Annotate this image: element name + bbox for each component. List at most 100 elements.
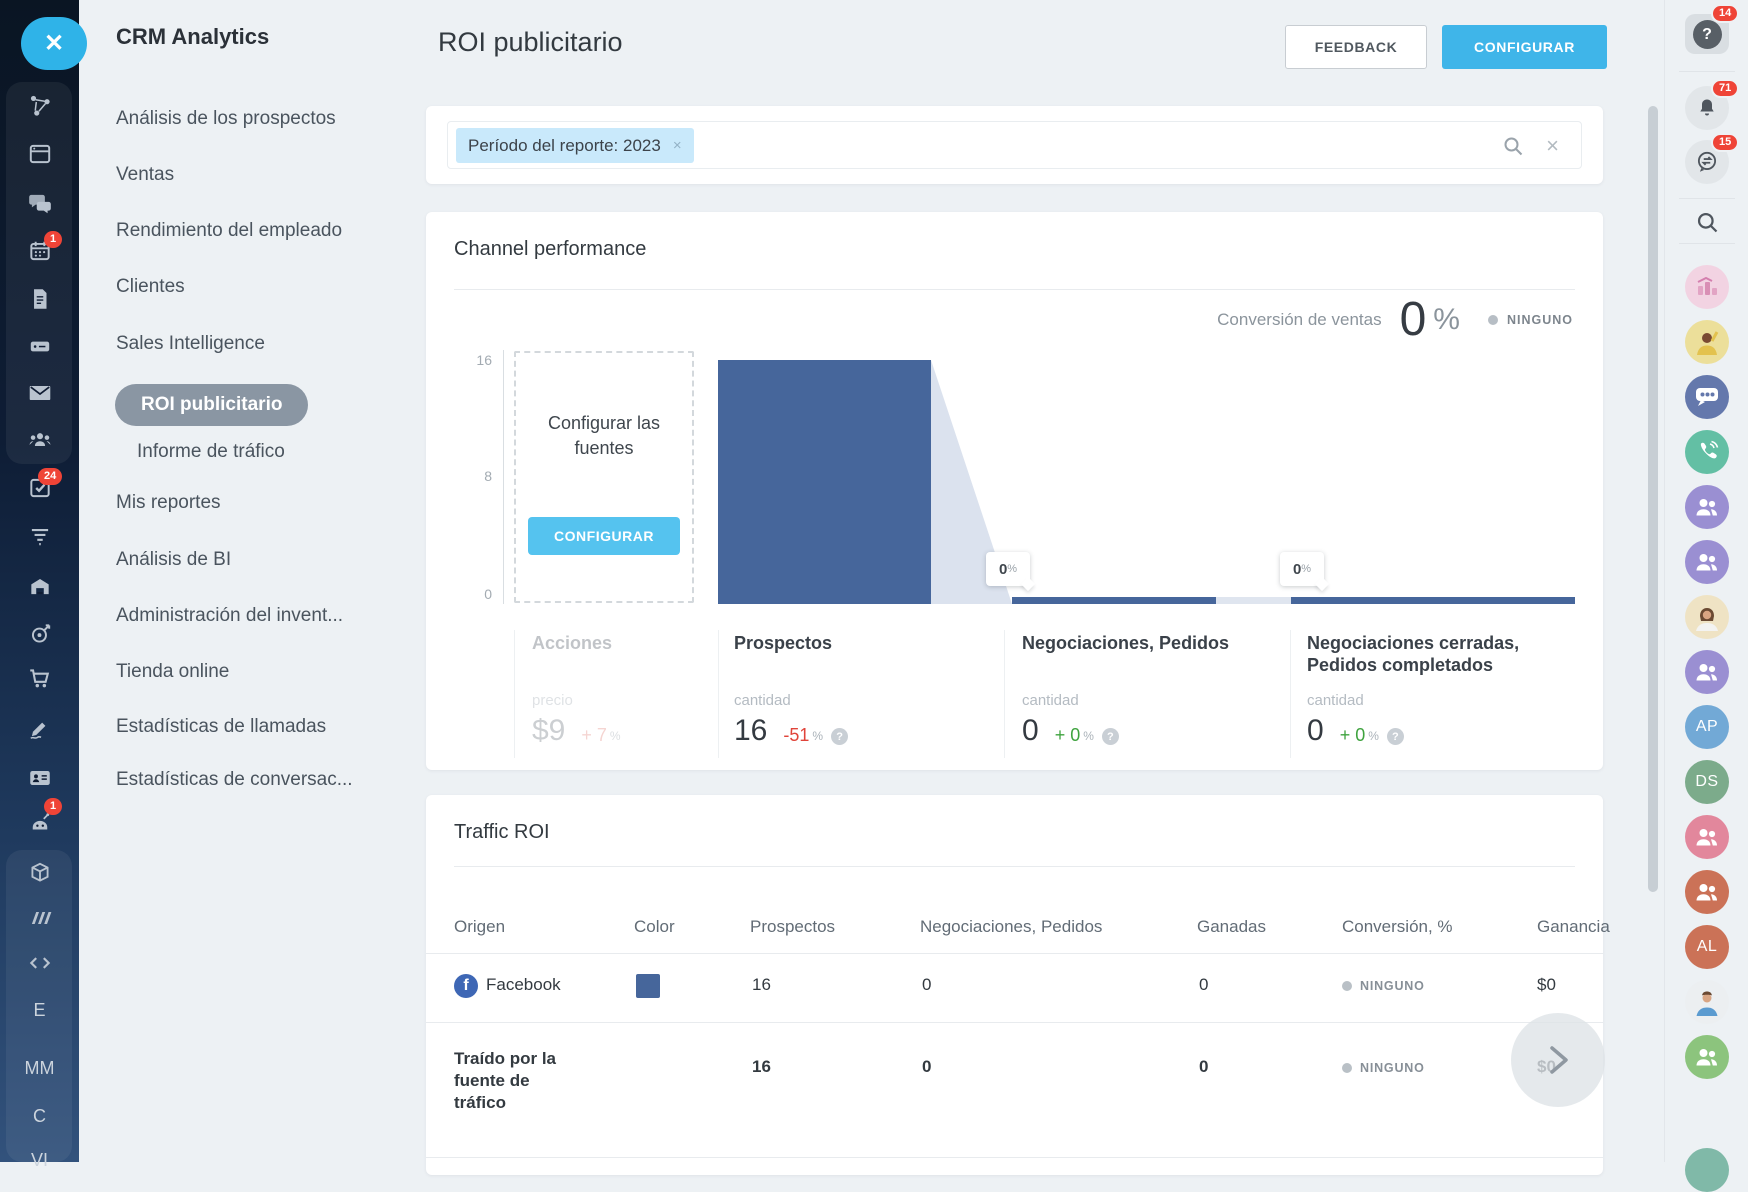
drive-icon[interactable] xyxy=(27,333,53,359)
stage-delta-unit: % xyxy=(609,729,621,743)
stage-delta-unit: % xyxy=(812,729,824,743)
network-icon[interactable] xyxy=(27,93,53,119)
funnel-bar-prospectos[interactable] xyxy=(718,360,931,604)
calendar-icon[interactable] xyxy=(27,238,53,264)
chats-icon[interactable] xyxy=(27,190,53,216)
cell-negociaciones: 0 xyxy=(922,1057,932,1076)
team-icon[interactable] xyxy=(27,427,53,453)
avatar-group-icon[interactable] xyxy=(1685,485,1729,529)
stage-title: Acciones xyxy=(532,633,613,653)
warehouse-icon[interactable] xyxy=(27,573,53,599)
bot-icon[interactable] xyxy=(27,810,53,836)
divider xyxy=(426,1157,1603,1158)
rail-shortcut-c[interactable]: C xyxy=(33,1106,46,1126)
configure-button[interactable]: CONFIGURAR xyxy=(1442,25,1607,69)
menu-item-analisis-prospectos[interactable]: Análisis de los prospectos xyxy=(116,108,336,129)
rail-group-bottom xyxy=(6,850,72,1162)
report-period-chip[interactable]: Período del reporte: 2023 × xyxy=(456,128,694,163)
menu-item-roi-publicitario-selected[interactable]: ROI publicitario xyxy=(115,384,309,426)
m-logo-icon[interactable] xyxy=(27,905,53,931)
stage-divider xyxy=(1290,630,1291,758)
col-origen: Origen xyxy=(454,917,506,936)
browser-window-icon[interactable] xyxy=(27,141,53,167)
feedback-button[interactable]: FEEDBACK xyxy=(1285,25,1427,69)
rail-group-top xyxy=(6,82,72,464)
document-icon[interactable] xyxy=(27,286,53,312)
stage-delta-unit: % xyxy=(1083,729,1094,743)
funnel-icon[interactable] xyxy=(27,523,53,549)
chip-remove-icon[interactable]: × xyxy=(672,137,682,154)
divider xyxy=(426,953,1603,954)
stage-delta: + 0 xyxy=(1339,725,1366,745)
avatar-photo-man[interactable] xyxy=(1685,320,1729,364)
conversion-label: Conversión de ventas xyxy=(1217,310,1382,329)
menu-item-rendimiento[interactable]: Rendimiento del empleado xyxy=(116,220,343,241)
setup-sources-configure-button[interactable]: CONFIGURAR xyxy=(528,517,680,555)
cell-conversion: NINGUNO xyxy=(1360,1061,1425,1075)
question-icon: ? xyxy=(1692,19,1722,49)
avatar-group-icon[interactable] xyxy=(1685,1035,1729,1079)
target-icon[interactable] xyxy=(27,621,53,647)
stage-value: $9 xyxy=(532,714,566,747)
avatar-partial[interactable] xyxy=(1685,1148,1729,1192)
help-tooltip-icon[interactable]: ? xyxy=(1101,728,1119,745)
y-axis-line xyxy=(503,350,504,604)
contact-card-icon[interactable] xyxy=(27,765,53,791)
funnel-bar-negociaciones[interactable] xyxy=(1012,597,1216,604)
code-icon[interactable] xyxy=(27,950,53,976)
traffic-card-title: Traffic ROI xyxy=(454,821,550,843)
setup-sources-text: Configurar las fuentes xyxy=(547,413,661,458)
menu-item-ventas[interactable]: Ventas xyxy=(116,164,175,185)
cart-icon[interactable] xyxy=(27,665,53,691)
avatar-initials-ap[interactable]: AP xyxy=(1685,705,1729,749)
avatar-group-icon[interactable] xyxy=(1685,815,1729,859)
avatar-initials-al[interactable]: AL xyxy=(1685,925,1729,969)
cell-source: Facebook xyxy=(486,975,561,994)
col-negociaciones: Negociaciones, Pedidos xyxy=(920,917,1103,936)
clear-filter-icon[interactable]: × xyxy=(1546,133,1559,158)
cube-icon[interactable] xyxy=(27,860,53,886)
menu-item-estadisticas-llamadas[interactable]: Estadísticas de llamadas xyxy=(116,716,327,737)
stage-delta: + 7 xyxy=(581,725,607,745)
menu-item-administracion-inventario[interactable]: Administración del invent... xyxy=(116,605,344,626)
avatar-photo-man-blue[interactable] xyxy=(1685,980,1729,1024)
menu-item-analisis-bi[interactable]: Análisis de BI xyxy=(116,549,232,570)
avatar-group-icon[interactable] xyxy=(1685,650,1729,694)
menu-item-mis-reportes[interactable]: Mis reportes xyxy=(116,492,221,513)
cell-source-total: Traído por la fuente de tráfico xyxy=(454,1049,557,1112)
search-icon[interactable] xyxy=(1501,134,1525,163)
mail-icon[interactable] xyxy=(27,380,53,406)
menu-item-informe-trafico[interactable]: Informe de tráfico xyxy=(137,441,285,462)
help-badge: 14 xyxy=(1711,4,1740,23)
menu-item-estadisticas-conversaciones[interactable]: Estadísticas de conversac... xyxy=(116,769,353,790)
divider xyxy=(454,866,1575,867)
avatar-phone-icon[interactable] xyxy=(1685,430,1729,474)
vertical-scrollbar[interactable] xyxy=(1648,106,1658,892)
tooltip-value: 0 xyxy=(998,560,1008,578)
cell-conversion: NINGUNO xyxy=(1360,979,1425,993)
traffic-roi-card: Traffic ROI Origen Color Prospectos Nego… xyxy=(426,795,1610,1175)
help-tooltip-icon[interactable]: ? xyxy=(1386,728,1404,745)
avatar-initials-ds[interactable]: DS xyxy=(1685,760,1729,804)
rail-shortcut-mm[interactable]: MM xyxy=(24,1058,55,1078)
avatar-group-icon[interactable] xyxy=(1685,540,1729,584)
rail-shortcut-vi[interactable]: VI xyxy=(30,1150,48,1170)
avatar-chat-group-icon[interactable] xyxy=(1685,375,1729,419)
funnel-bar-cerradas[interactable] xyxy=(1291,597,1575,604)
avatar-chart-illustration[interactable] xyxy=(1685,265,1729,309)
menu-item-tienda-online[interactable]: Tienda online xyxy=(116,661,230,682)
rail-shortcut-e[interactable]: E xyxy=(33,1000,46,1020)
menu-item-clientes[interactable]: Clientes xyxy=(116,276,185,297)
avatar-group-icon[interactable] xyxy=(1685,870,1729,914)
menu-item-sales-intelligence[interactable]: Sales Intelligence xyxy=(116,333,265,354)
esign-pen-icon[interactable] xyxy=(27,715,53,741)
avatar-photo-woman[interactable] xyxy=(1685,595,1729,639)
left-icon-rail: E MM C VI 1 24 1 xyxy=(0,0,79,1170)
stage-metric-label: precio xyxy=(532,692,573,709)
scroll-right-button[interactable] xyxy=(1511,1013,1605,1107)
help-tooltip-icon[interactable]: ? xyxy=(831,728,849,745)
filter-input[interactable]: Período del reporte: 2023 × × xyxy=(447,121,1582,169)
close-menu-button[interactable]: ✕ xyxy=(21,17,87,70)
stage-title: Prospectos xyxy=(734,633,833,653)
search-button[interactable] xyxy=(1685,200,1729,244)
